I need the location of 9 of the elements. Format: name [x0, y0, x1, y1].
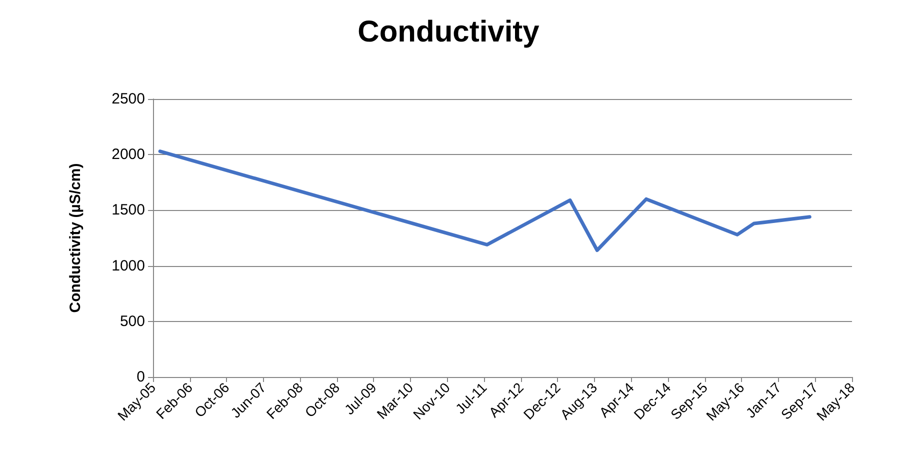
chart-title: Conductivity	[358, 16, 540, 48]
line-series	[158, 150, 812, 252]
y-tick-label: 500	[120, 312, 145, 330]
y-tick-label: 0	[136, 368, 145, 386]
y-tick-label: 1000	[112, 257, 145, 274]
y-tick-label: 1500	[112, 202, 145, 219]
y-tick-label: 2500	[112, 90, 145, 108]
y-axis-title: Conductivity (µS/cm)	[67, 163, 84, 313]
y-tick-label: 2000	[112, 146, 145, 164]
